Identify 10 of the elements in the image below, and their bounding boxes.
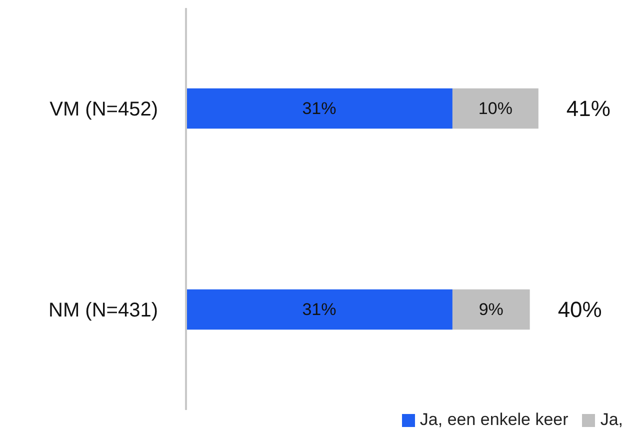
data-label: 31% bbox=[302, 300, 336, 319]
y-tick-label: NM (N=431) bbox=[48, 300, 158, 322]
data-label: 10% bbox=[478, 99, 512, 118]
y-tick-label: VM (N=452) bbox=[50, 98, 158, 121]
legend-label: Ja, bbox=[599, 410, 623, 430]
legend-label: Ja, een enkele keer bbox=[418, 410, 568, 430]
total-label: 41% bbox=[566, 96, 610, 121]
data-label: 31% bbox=[302, 99, 336, 118]
data-label: 9% bbox=[478, 300, 504, 319]
total-label: 40% bbox=[558, 297, 602, 322]
